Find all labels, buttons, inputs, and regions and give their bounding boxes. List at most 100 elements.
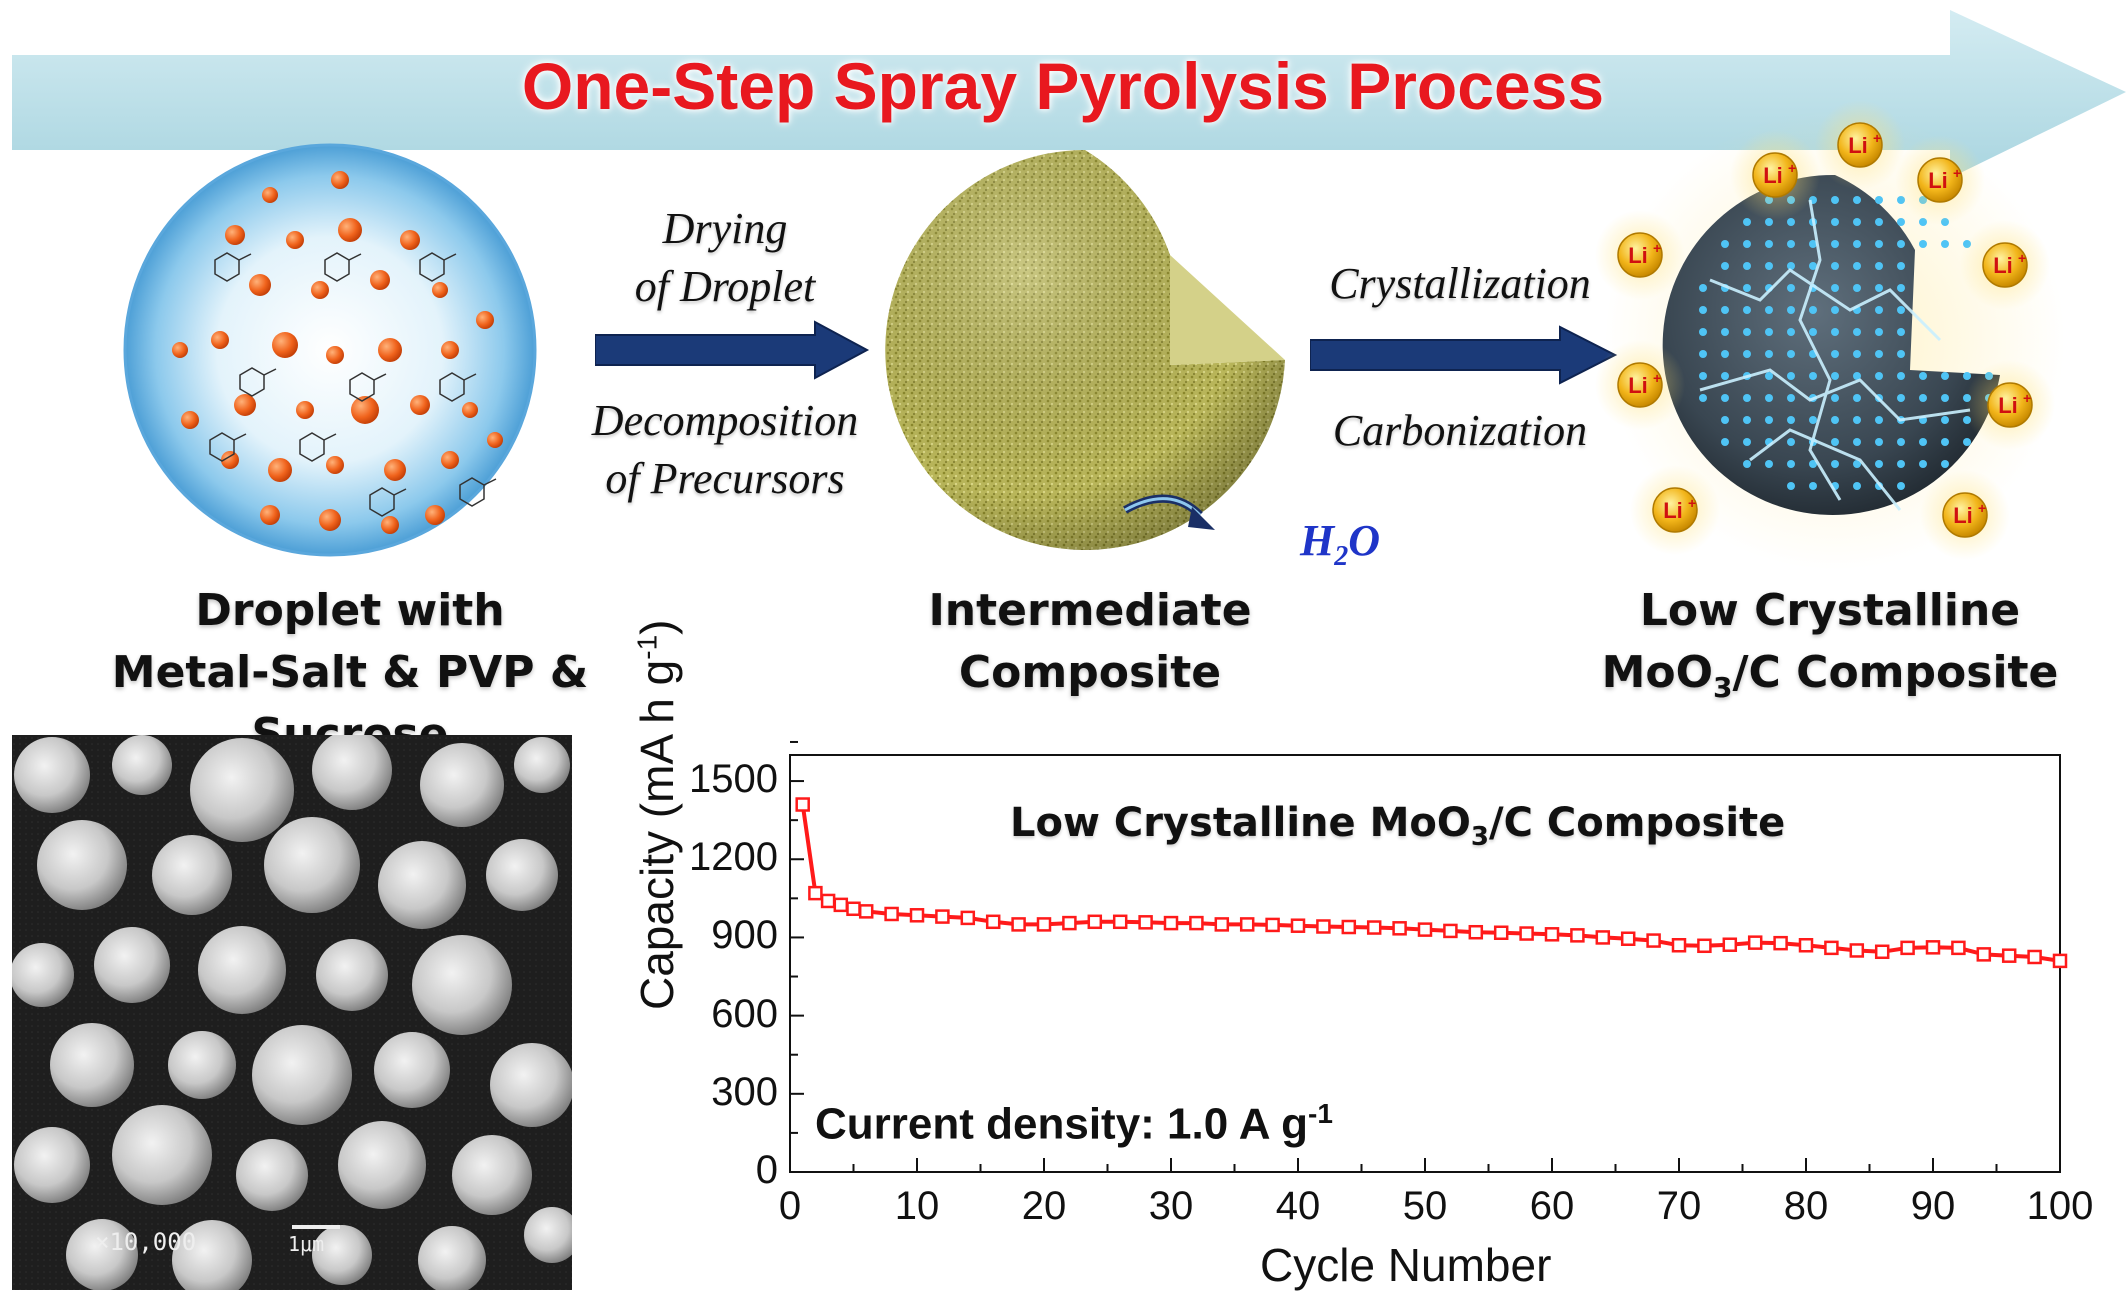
data-point xyxy=(1316,919,1331,934)
svg-text:Li: Li xyxy=(1998,393,2018,418)
y-tick-label: 0 xyxy=(755,1148,778,1192)
data-point xyxy=(884,906,899,922)
data-point xyxy=(820,893,836,909)
data-point xyxy=(1798,938,1814,953)
sem-scale-label: 1μm xyxy=(288,1232,325,1256)
banner-title: One-Step Spray Pyrolysis Process xyxy=(521,49,1605,123)
svg-text:Li: Li xyxy=(1848,133,1868,158)
y-tick-label: 1500 xyxy=(689,757,778,802)
data-point xyxy=(1341,919,1357,935)
svg-text:+: + xyxy=(1653,370,1661,386)
svg-text:Li: Li xyxy=(1663,498,1683,523)
svg-text:+: + xyxy=(1788,160,1796,176)
x-tick-label: 0 xyxy=(778,1184,802,1228)
data-point xyxy=(1290,918,1306,933)
sem-magnification: ×10,000 xyxy=(95,1228,197,1256)
svg-text:+: + xyxy=(1873,130,1881,146)
data-point xyxy=(1366,920,1382,935)
metal-salt-particles xyxy=(172,171,503,534)
data-point xyxy=(1417,922,1433,937)
data-point xyxy=(1239,917,1255,932)
x-tick-label: 10 xyxy=(894,1184,940,1228)
data-point xyxy=(846,901,861,917)
sem-scale-bar xyxy=(292,1225,340,1229)
data-point xyxy=(1722,937,1738,952)
x-tick-label: 100 xyxy=(2026,1184,2094,1228)
svg-text:+: + xyxy=(1688,495,1696,511)
data-point xyxy=(1138,915,1153,930)
data-point xyxy=(1925,940,1941,955)
step2-bottom-text: Carbonization xyxy=(1332,406,1588,455)
y-tick-label: 600 xyxy=(711,991,778,1036)
data-point xyxy=(909,908,925,923)
data-point xyxy=(1824,940,1839,956)
x-tick-label: 60 xyxy=(1529,1184,1575,1228)
banner-arrow xyxy=(12,10,2126,178)
x-tick-label: 70 xyxy=(1656,1184,1702,1228)
x-tick-label: 30 xyxy=(1148,1184,1194,1228)
svg-text:Li: Li xyxy=(1953,503,1973,528)
data-point xyxy=(1849,943,1865,958)
svg-text:+: + xyxy=(2023,390,2031,406)
svg-text:+: + xyxy=(2018,250,2026,266)
svg-text:Li: Li xyxy=(1628,243,1648,268)
electron-paths xyxy=(1699,199,1971,511)
data-point xyxy=(1620,931,1636,946)
data-point xyxy=(1443,923,1458,939)
x-tick-label: 50 xyxy=(1402,1184,1448,1228)
series-points xyxy=(795,797,2068,969)
data-point xyxy=(1595,930,1611,945)
data-point xyxy=(795,797,810,812)
data-point xyxy=(1011,917,1026,932)
y-tick-label: 300 xyxy=(711,1069,778,1114)
data-point xyxy=(1036,917,1052,932)
data-point xyxy=(1265,917,1280,933)
y-axis-title: Capacity (mA h g-1) xyxy=(631,619,683,1011)
data-point xyxy=(808,885,823,901)
svg-text:Li: Li xyxy=(1993,253,2013,278)
data-point xyxy=(1519,926,1534,941)
sucrose-molecules xyxy=(209,252,497,517)
process-banner xyxy=(12,10,2126,178)
data-point xyxy=(935,909,950,924)
data-point xyxy=(2052,953,2068,969)
data-point xyxy=(2027,949,2042,965)
svg-text:+: + xyxy=(1653,240,1661,256)
data-point xyxy=(1087,914,1103,930)
data-point xyxy=(1773,935,1788,951)
axis-ticks xyxy=(789,740,2061,1173)
x-tick-label: 80 xyxy=(1783,1184,1829,1228)
x-axis-title: Cycle Number xyxy=(1260,1239,1552,1291)
intermediate-composite-illustration xyxy=(885,150,1285,550)
svg-text:Li: Li xyxy=(1928,168,1948,193)
x-tick-label: 20 xyxy=(1021,1184,1067,1228)
data-point xyxy=(1570,928,1585,943)
data-point xyxy=(1392,921,1407,936)
sem-particles xyxy=(12,735,572,1290)
svg-text:Li: Li xyxy=(1763,163,1783,188)
h2o-label: H2O xyxy=(1300,516,1381,572)
data-point xyxy=(1697,938,1712,954)
current-density-note: Current density: 1.0 A g-1 xyxy=(815,1098,1333,1149)
data-point xyxy=(1112,914,1128,930)
data-point xyxy=(858,904,874,919)
data-point xyxy=(1214,917,1230,932)
step2-top-text: Crystallization xyxy=(1329,259,1591,308)
data-point xyxy=(1544,927,1560,942)
chart-title: Low Crystalline MoO3/C Composite xyxy=(1010,800,1786,852)
droplet-illustration xyxy=(123,143,537,557)
step1-bottom-text: Decomposition of Precursors xyxy=(591,396,859,503)
final-composite-illustration: Li + Li + Li + Li + Li + Li + Li + Li + Li + xyxy=(1595,100,2065,570)
data-point xyxy=(2001,948,2017,963)
data-point xyxy=(1976,947,1992,962)
process-arrow-2 xyxy=(1310,325,1618,385)
data-point xyxy=(1062,915,1077,931)
svg-text:+: + xyxy=(1978,500,1986,516)
data-point xyxy=(1900,940,1915,956)
svg-text:Li: Li xyxy=(1628,373,1648,398)
data-point xyxy=(1493,925,1509,940)
process-arrow-1 xyxy=(595,320,870,380)
step1-top-text: Drying of Droplet xyxy=(634,204,816,311)
data-point xyxy=(1951,940,1966,956)
